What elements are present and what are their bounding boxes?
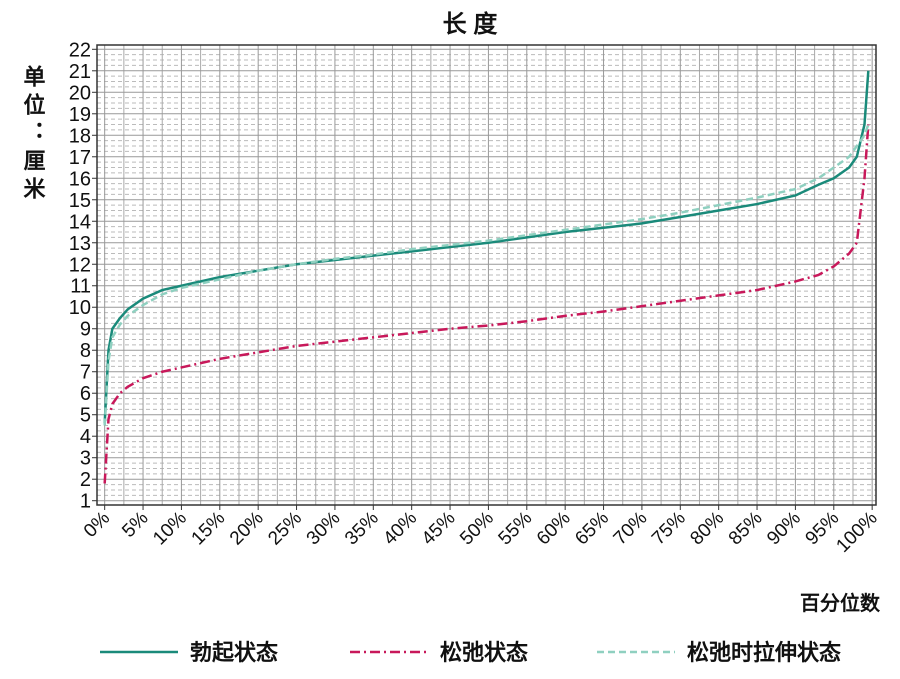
x-tick-label: 25% [264, 508, 306, 550]
x-tick-label: 10% [149, 508, 191, 550]
legend-label: 松弛时拉伸状态 [687, 640, 841, 665]
legend-label: 勃起状态 [190, 640, 278, 665]
y-tick-label: 4 [80, 426, 91, 448]
y-tick-label: 17 [69, 147, 91, 169]
y-tick-label: 19 [69, 104, 91, 126]
x-tick-label: 5% [118, 508, 152, 542]
y-tick-label: 5 [80, 405, 91, 427]
x-tick-label: 55% [495, 508, 537, 550]
y-axis-label: 单位：厘米 [21, 65, 46, 205]
y-tick-label: 14 [69, 211, 91, 233]
x-tick-label: 45% [418, 508, 460, 550]
legend-label: 松弛状态 [440, 640, 528, 665]
x-tick-label: 0% [80, 508, 114, 542]
chart-title: 长 度 [443, 10, 499, 38]
x-tick-label: 100% [832, 508, 881, 557]
y-tick-label: 1 [80, 491, 91, 513]
y-tick-label: 13 [69, 233, 91, 255]
x-tick-label: 20% [226, 508, 268, 550]
y-tick-label: 10 [69, 297, 91, 319]
x-tick-label: 30% [303, 508, 345, 550]
y-tick-label: 3 [80, 448, 91, 470]
y-tick-label: 21 [69, 61, 91, 83]
x-tick-label: 40% [379, 508, 421, 550]
y-tick-label: 15 [69, 190, 91, 212]
y-tick-label: 8 [80, 340, 91, 362]
x-tick-label: 90% [763, 508, 805, 550]
x-tick-label: 75% [648, 508, 690, 550]
y-tick-label: 7 [80, 362, 91, 384]
y-tick-label: 22 [69, 39, 91, 61]
data-line [103, 70, 870, 424]
y-tick-label: 11 [70, 276, 91, 298]
y-tick-label: 2 [80, 469, 91, 491]
y-tick-label: 9 [80, 319, 91, 341]
plot-frame [96, 44, 877, 506]
x-tick-label: 80% [686, 508, 728, 550]
data-line [103, 124, 870, 426]
x-tick-label: 70% [610, 508, 652, 550]
y-tick-label: 20 [69, 82, 91, 104]
x-tick-label: 15% [188, 508, 230, 550]
x-tick-label: 65% [571, 508, 613, 550]
y-tick-label: 12 [69, 254, 91, 276]
x-tick-label: 50% [456, 508, 498, 550]
y-tick-label: 16 [69, 168, 91, 190]
x-axis-label: 百分位数 [800, 591, 881, 615]
y-tick-label: 18 [69, 125, 91, 147]
x-tick-label: 60% [533, 508, 575, 550]
data-line [103, 124, 870, 484]
x-tick-label: 35% [341, 508, 383, 550]
y-tick-label: 6 [80, 383, 91, 405]
x-tick-label: 85% [725, 508, 767, 550]
